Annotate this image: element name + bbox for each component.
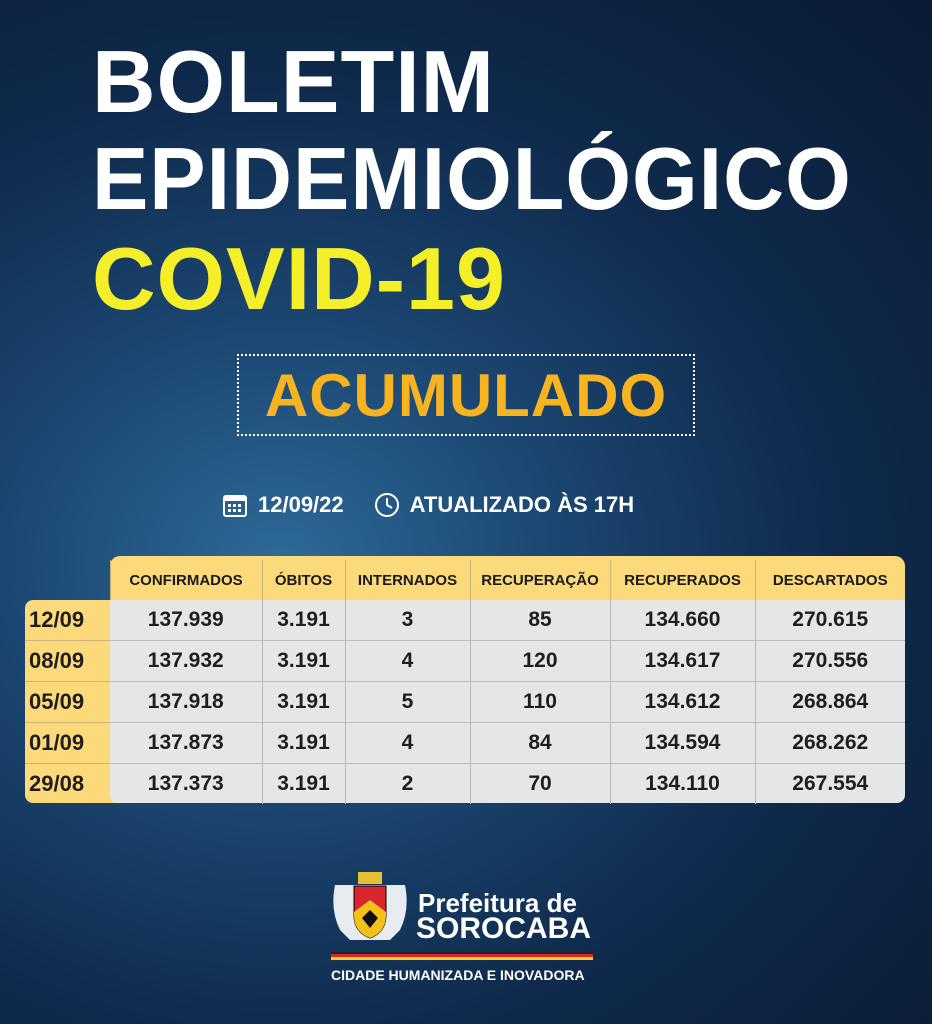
table-row: 29/08 137.373 3.191 2 70 134.110 267.554 — [25, 763, 905, 804]
table-cell: 134.617 — [609, 640, 755, 682]
table-cell: 3.191 — [261, 763, 345, 804]
table-cell: 3.191 — [261, 722, 345, 764]
table-cell: 134.110 — [609, 763, 755, 804]
table-cell: 3.191 — [261, 640, 345, 682]
table-row: 08/09 137.932 3.191 4 120 134.617 270.556 — [25, 640, 905, 682]
row-date: 01/09 — [25, 722, 110, 764]
flag-stripe — [331, 952, 593, 960]
row-date: 05/09 — [25, 681, 110, 723]
col-header: CONFIRMADOS — [109, 560, 262, 600]
table-cell: 85 — [469, 600, 610, 641]
footer-line-1: Prefeitura de — [418, 888, 577, 918]
table-cell: 268.262 — [754, 722, 905, 764]
table-cell: 134.594 — [609, 722, 755, 764]
table-cell: 2 — [344, 763, 470, 804]
updated-time: ATUALIZADO ÀS 17H — [409, 492, 635, 517]
table-cell: 137.932 — [110, 640, 262, 682]
table-row: 01/09 137.873 3.191 4 84 134.594 268.262 — [25, 722, 905, 764]
acumulado-badge: ACUMULADO — [237, 354, 695, 436]
title-line-2: EPIDEMIOLÓGICO — [92, 129, 852, 228]
bulletin-date: 12/09/22 — [258, 492, 344, 517]
table-row: 12/09 137.939 3.191 3 85 134.660 270.615 — [25, 600, 905, 641]
title-line-1: BOLETIM — [92, 32, 495, 131]
footer-line-2: SOROCABA — [416, 912, 592, 945]
table-cell: 267.554 — [754, 763, 905, 804]
clock-icon — [374, 493, 399, 517]
row-date: 08/09 — [25, 640, 110, 682]
table-cell: 268.864 — [754, 681, 905, 723]
table-cell: 270.615 — [754, 600, 905, 641]
table-cell: 110 — [469, 681, 610, 723]
table-cell: 84 — [469, 722, 610, 764]
col-header: RECUPERADOS — [609, 560, 755, 600]
table-cell: 137.373 — [110, 763, 262, 804]
table-cell: 3 — [344, 600, 470, 641]
table-row: 05/09 137.918 3.191 5 110 134.612 268.864 — [25, 681, 905, 723]
table-cell: 120 — [469, 640, 610, 682]
badge-label: ACUMULADO — [264, 361, 668, 429]
table-cell: 4 — [344, 640, 470, 682]
data-table: CONFIRMADOS ÓBITOS INTERNADOS RECUPERAÇÃ… — [25, 560, 905, 804]
calendar-icon — [223, 495, 247, 517]
table-cell: 5 — [344, 681, 470, 723]
table-cell: 137.873 — [110, 722, 262, 764]
row-date: 12/09 — [29, 607, 85, 632]
sorocaba-coat-of-arms-logo — [333, 872, 407, 940]
date-line: 12/09/22 ATUALIZADO ÀS 17H — [222, 492, 634, 518]
col-header: ÓBITOS — [261, 560, 345, 600]
table-cell: 270.556 — [754, 640, 905, 682]
footer-slogan: CIDADE HUMANIZADA E INOVADORA — [331, 967, 585, 983]
table-cell: 4 — [344, 722, 470, 764]
table-cell: 134.612 — [609, 681, 755, 723]
table-cell: 3.191 — [261, 600, 345, 641]
table-cell: 3.191 — [261, 681, 345, 723]
row-date: 29/08 — [25, 763, 110, 804]
col-header: DESCARTADOS — [754, 560, 905, 600]
col-header: INTERNADOS — [344, 560, 470, 600]
table-cell: 70 — [469, 763, 610, 804]
table-cell: 134.660 — [609, 600, 755, 641]
title-line-3: COVID-19 — [92, 229, 506, 328]
table-cell: 137.939 — [147, 608, 224, 631]
table-cell: 137.918 — [110, 681, 262, 723]
col-header: RECUPERAÇÃO — [469, 560, 610, 600]
